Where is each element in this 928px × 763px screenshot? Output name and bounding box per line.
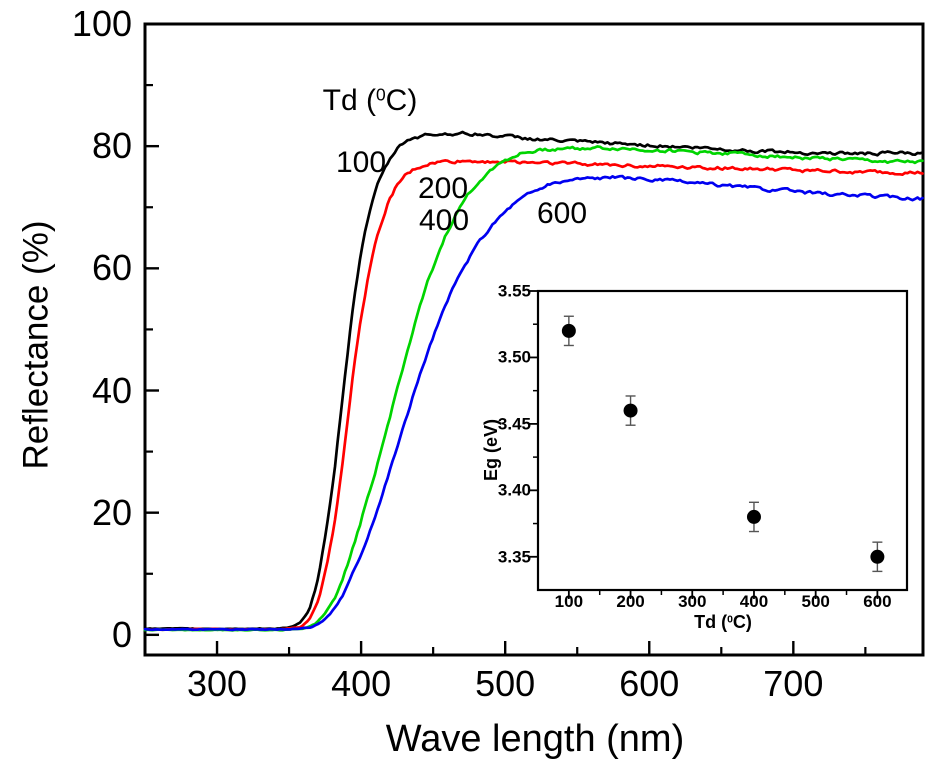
curve-label-400: 400 [418, 204, 470, 237]
legend-title-superscript: 0 [376, 84, 386, 105]
inset-x-tick-label-500: 500 [801, 592, 830, 611]
x-tick-label-400: 400 [331, 663, 392, 704]
inset-frame [536, 289, 909, 592]
curve-100 [143, 130, 924, 631]
curve-400 [143, 145, 924, 632]
curve-600 [143, 174, 924, 632]
y-tick-label-20: 20 [91, 491, 132, 533]
y-tick-label-100: 100 [71, 3, 132, 44]
x-tick-label-600: 600 [619, 663, 680, 704]
inset-y-tick-label-3.35: 3.35 [497, 547, 531, 567]
x-axis-title: Wave length (nm) [385, 718, 685, 760]
inset-x-title-suffix: C) [732, 612, 752, 632]
inset-x-tick-label-300: 300 [678, 592, 707, 611]
inset-x-axis-title: Td (0C) [694, 613, 752, 631]
inset-y-tick-label-3.40: 3.40 [497, 480, 531, 500]
legend-title-prefix: Td ( [322, 84, 377, 117]
legend-title: Td (0C) [323, 86, 418, 116]
y-axis-title: Reflectance (%) [16, 220, 56, 470]
inset-x-tick-label-400: 400 [739, 592, 769, 611]
y-tick-label-0: 0 [111, 613, 132, 655]
curve-label-100: 100 [335, 146, 387, 179]
curve-label-600: 600 [536, 197, 588, 230]
inset-y-tick-label-3.50: 3.50 [497, 347, 531, 367]
data-point-400 [746, 509, 761, 524]
x-tick-label-500: 500 [475, 663, 536, 704]
curve-200 [143, 159, 924, 632]
data-point-200 [623, 403, 638, 418]
inset-x-tick-label-100: 100 [554, 592, 584, 611]
inset-x-tick-label-200: 200 [616, 592, 645, 611]
curve-label-200: 200 [417, 172, 469, 205]
data-point-600 [870, 549, 885, 564]
y-tick-label-60: 60 [91, 247, 132, 289]
x-tick-label-700: 700 [763, 663, 824, 704]
inset-x-title-superscript: 0 [727, 614, 733, 626]
inset-y-tick-label-3.45: 3.45 [497, 414, 531, 434]
inset-y-tick-label-3.55: 3.55 [497, 281, 531, 301]
inset-x-title-prefix: Td ( [694, 612, 728, 632]
legend-title-suffix: C) [385, 84, 418, 117]
inset-x-tick-label-600: 600 [863, 592, 892, 611]
y-tick-label-80: 80 [91, 125, 132, 167]
data-point-100 [561, 323, 576, 338]
y-tick-label-40: 40 [91, 369, 132, 411]
x-tick-label-300: 300 [186, 663, 248, 704]
main-plot-frame [143, 22, 925, 657]
